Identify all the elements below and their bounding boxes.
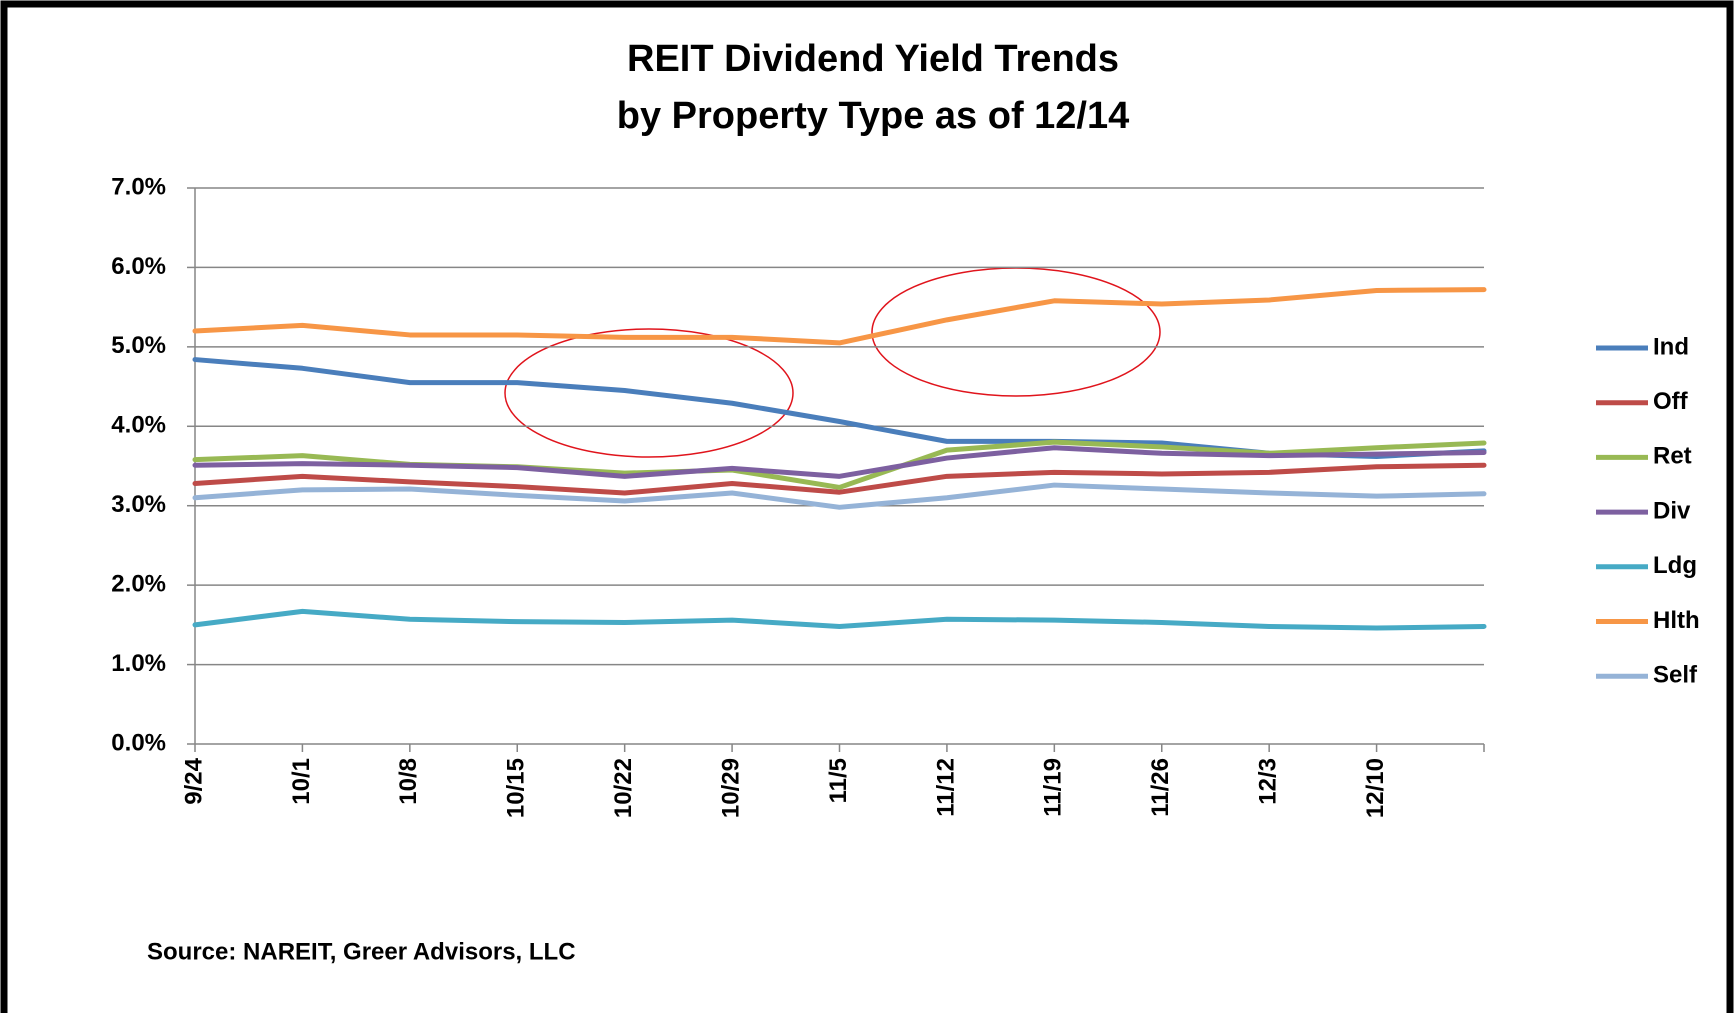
x-tick-label: 9/24 bbox=[180, 757, 207, 804]
x-tick-label: 10/8 bbox=[395, 758, 422, 805]
x-tick-label: 12/3 bbox=[1255, 758, 1282, 805]
x-tick-label: 11/5 bbox=[825, 758, 852, 803]
y-tick-label: 5.0% bbox=[111, 332, 166, 359]
y-tick-label: 4.0% bbox=[111, 412, 166, 439]
x-tick-label: 12/10 bbox=[1362, 758, 1389, 818]
legend-label: Div bbox=[1653, 497, 1691, 524]
chart-title: REIT Dividend Yield Trends bbox=[627, 38, 1119, 80]
x-tick-label: 11/12 bbox=[932, 758, 959, 817]
series-line bbox=[192, 445, 1487, 479]
x-tick-label: 10/1 bbox=[288, 758, 315, 805]
source-note: Source: NAREIT, Greer Advisors, LLC bbox=[147, 938, 576, 965]
x-tick-label: 11/26 bbox=[1147, 758, 1174, 817]
x-tick-label: 11/19 bbox=[1040, 758, 1067, 817]
y-tick-label: 3.0% bbox=[111, 491, 166, 518]
series-line bbox=[192, 482, 1487, 510]
series-line bbox=[192, 462, 1487, 496]
y-tick-label: 1.0% bbox=[111, 650, 166, 677]
legend-label: Ind bbox=[1653, 333, 1689, 360]
series-line bbox=[192, 608, 1487, 631]
y-tick-label: 7.0% bbox=[111, 173, 166, 200]
legend-label: Hlth bbox=[1653, 607, 1700, 634]
legend-label: Ret bbox=[1653, 443, 1692, 470]
legend-label: Ldg bbox=[1653, 552, 1697, 579]
x-tick-label: 10/22 bbox=[610, 758, 637, 818]
series-line bbox=[192, 287, 1487, 346]
legend-label: Self bbox=[1653, 662, 1698, 689]
y-tick-label: 6.0% bbox=[111, 253, 166, 280]
x-tick-label: 10/15 bbox=[503, 758, 530, 818]
chart-subtitle: by Property Type as of 12/14 bbox=[617, 95, 1130, 137]
highlight-ellipse bbox=[504, 328, 794, 458]
y-tick-label: 0.0% bbox=[111, 729, 166, 756]
legend-label: Off bbox=[1653, 388, 1689, 415]
x-tick-label: 10/29 bbox=[717, 758, 744, 818]
y-tick-label: 2.0% bbox=[111, 570, 166, 597]
